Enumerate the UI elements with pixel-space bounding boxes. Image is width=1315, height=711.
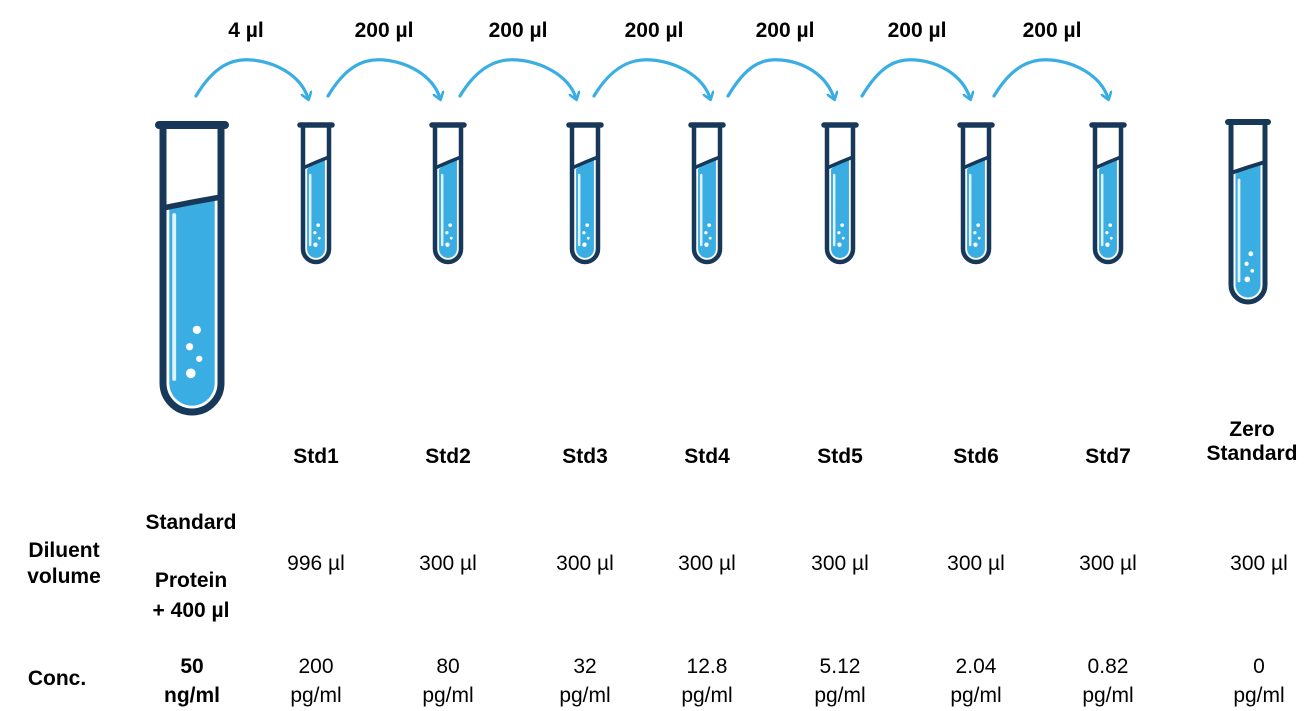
conc-unit: pg/ml: [814, 684, 866, 707]
tube-std4: [688, 122, 726, 265]
conc-value: 0.82: [1087, 655, 1129, 678]
tube-name-std5: Std5: [817, 445, 863, 468]
stock-tube: [155, 121, 229, 416]
transfer-volume-2: 200 µl: [354, 19, 414, 42]
transfer-arrow-7: [992, 58, 1108, 98]
conc-value: 80: [436, 655, 460, 678]
stock-protein-label: Protein + 400 µl: [153, 566, 230, 626]
tube-std6: [957, 122, 995, 265]
conc-std3: 32 pg/ml: [559, 652, 610, 710]
tube-name-std2: Std2: [425, 445, 471, 468]
diluent-volume-zero: 300 µl: [1230, 552, 1288, 575]
tube-std5: [821, 122, 859, 265]
stock-conc-value: 50: [180, 655, 204, 678]
conc-unit: pg/ml: [1082, 684, 1134, 707]
tube-std1: [297, 122, 335, 265]
conc-value: 200: [298, 655, 334, 678]
conc-std1: 200 pg/ml: [290, 652, 341, 710]
tube-name-std1: Std1: [293, 445, 339, 468]
diluent-volume-std6: 300 µl: [947, 552, 1005, 575]
diluent-volume-std3: 300 µl: [556, 552, 614, 575]
diluent-volume-std4: 300 µl: [678, 552, 736, 575]
row-label-diluent-volume: Diluent volume: [27, 538, 101, 590]
conc-unit: pg/ml: [681, 684, 733, 707]
conc-unit: pg/ml: [950, 684, 1002, 707]
transfer-arrow-5: [726, 58, 834, 98]
stock-concentration: 50 ng/ml: [164, 652, 220, 710]
stock-protein-line2: + 400 µl: [152, 599, 230, 622]
conc-std7: 0.82 pg/ml: [1082, 652, 1133, 710]
row-label-conc: Conc.: [27, 667, 87, 690]
conc-std6: 2.04 pg/ml: [950, 652, 1001, 710]
row-label-diluent-line2: volume: [27, 565, 101, 588]
tube-std7: [1089, 122, 1127, 265]
diluent-volume-std1: 996 µl: [287, 552, 345, 575]
transfer-volume-6: 200 µl: [887, 19, 947, 42]
tube-zero-standard: [1225, 119, 1271, 305]
transfer-arrow-1: [194, 58, 308, 98]
stock-conc-unit: ng/ml: [164, 684, 220, 707]
zero-standard-line2: Standard: [1206, 442, 1298, 465]
transfer-arrow-2: [326, 58, 440, 98]
transfer-volume-1: 4 µl: [228, 19, 264, 42]
conc-std2: 80 pg/ml: [422, 652, 473, 710]
conc-value: 12.8: [686, 655, 728, 678]
stock-protein-line1: Protein: [154, 569, 228, 592]
tube-name-std4: Std4: [684, 445, 730, 468]
conc-value: 32: [573, 655, 597, 678]
transfer-volume-7: 200 µl: [1022, 19, 1082, 42]
conc-unit: pg/ml: [559, 684, 611, 707]
conc-value: 5.12: [819, 655, 861, 678]
row-label-diluent-line1: Diluent: [28, 539, 100, 562]
stock-standard-label: Standard: [145, 511, 237, 534]
diluent-volume-std2: 300 µl: [419, 552, 477, 575]
tube-name-std7: Std7: [1085, 445, 1131, 468]
tube-name-std6: Std6: [953, 445, 999, 468]
conc-std4: 12.8 pg/ml: [681, 652, 732, 710]
transfer-arrow-4: [592, 58, 710, 98]
conc-std5: 5.12 pg/ml: [814, 652, 865, 710]
conc-value: 0: [1253, 655, 1265, 678]
transfer-arrow-3: [458, 58, 576, 98]
transfer-volume-5: 200 µl: [755, 19, 815, 42]
conc-unit: pg/ml: [422, 684, 474, 707]
tube-name-zero-standard: Zero Standard: [1206, 418, 1297, 466]
tube-std2: [429, 122, 467, 265]
transfer-arrow-6: [860, 58, 970, 98]
conc-value: 2.04: [955, 655, 997, 678]
diluent-volume-std7: 300 µl: [1079, 552, 1137, 575]
conc-unit: pg/ml: [1233, 684, 1285, 707]
diluent-volume-std5: 300 µl: [811, 552, 869, 575]
zero-standard-line1: Zero: [1229, 418, 1275, 441]
tube-std3: [566, 122, 604, 265]
conc-zero-standard: 0 pg/ml: [1233, 652, 1284, 710]
transfer-volume-4: 200 µl: [624, 19, 684, 42]
conc-unit: pg/ml: [290, 684, 342, 707]
tube-name-std3: Std3: [562, 445, 608, 468]
transfer-volume-3: 200 µl: [488, 19, 548, 42]
